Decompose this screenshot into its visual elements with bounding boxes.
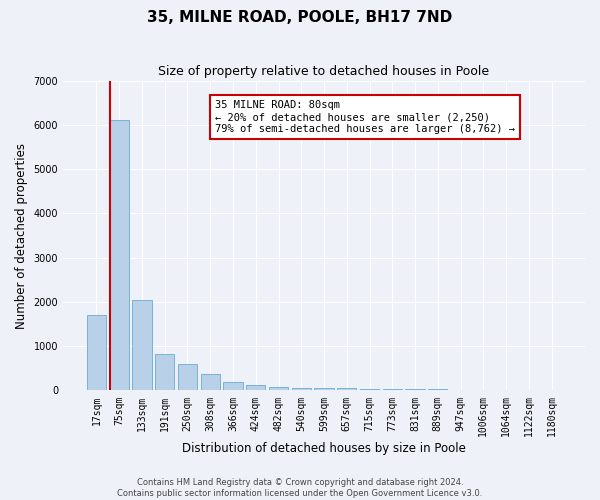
Bar (383, 389, 402, 390)
Bar (87, 315, 106, 390)
Bar (155, 354, 175, 391)
Text: 35 MILNE ROAD: 80sqm
← 20% of detached houses are smaller (2,250)
79% of semi-de: 35 MILNE ROAD: 80sqm ← 20% of detached h… (215, 100, 515, 134)
X-axis label: Distribution of detached houses by size in Poole: Distribution of detached houses by size … (182, 442, 466, 455)
Y-axis label: Number of detached properties: Number of detached properties (15, 142, 28, 328)
Bar (132, 300, 152, 390)
Bar (292, 388, 311, 390)
Bar (110, 120, 129, 390)
Text: 35, MILNE ROAD, POOLE, BH17 7ND: 35, MILNE ROAD, POOLE, BH17 7ND (148, 10, 452, 25)
Bar (246, 386, 265, 390)
Bar (406, 389, 425, 390)
Bar (178, 364, 197, 390)
Title: Size of property relative to detached houses in Poole: Size of property relative to detached ho… (158, 65, 490, 78)
Bar (360, 388, 379, 390)
Bar (223, 382, 242, 390)
Bar (314, 388, 334, 390)
Bar (337, 388, 356, 390)
Text: Contains HM Land Registry data © Crown copyright and database right 2024.
Contai: Contains HM Land Registry data © Crown c… (118, 478, 482, 498)
Bar (269, 387, 288, 390)
Bar (200, 374, 220, 390)
